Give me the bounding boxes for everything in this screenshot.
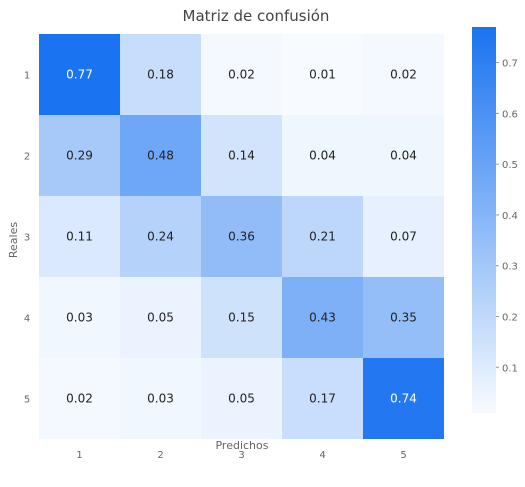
x-tick-label: 2 [157, 450, 163, 461]
x-tick-label: 1 [76, 450, 82, 461]
y-tick-label: 2 [24, 152, 30, 163]
cell-value-label: 0.01 [309, 68, 336, 82]
heatmap-cell-r5-c4 [282, 358, 363, 439]
colorbar-tick-labels: 0.1 0.2 0.3 0.4 0.5 0.6 0.7 [496, 59, 518, 374]
cell-value-label: 0.74 [390, 392, 417, 406]
cell-value-label: 0.02 [390, 68, 417, 82]
cell-value-label: 0.02 [66, 392, 93, 406]
chart-title: Matriz de confusión [183, 7, 330, 25]
cell-value-label: 0.04 [309, 149, 336, 163]
cell-value-label: 0.03 [147, 392, 174, 406]
cell-value-label: 0.07 [390, 230, 417, 244]
cell-value-label: 0.29 [66, 149, 93, 163]
cell-value-label: 0.43 [309, 311, 336, 325]
heatmap-cell-r3-c5 [363, 196, 444, 277]
cell-value-label: 0.02 [228, 68, 255, 82]
colorbar-tick-label: 0.6 [502, 109, 518, 120]
colorbar-tick-label: 0.2 [502, 313, 518, 324]
x-tick-label: 4 [319, 450, 325, 461]
heatmap-cell-r2-c1 [39, 115, 120, 196]
x-axis-label: Predichos [215, 439, 268, 452]
cell-value-label: 0.04 [390, 149, 417, 163]
colorbar-tick-label: 0.7 [502, 59, 518, 70]
cell-value-label: 0.24 [147, 230, 174, 244]
heatmap-cell-r3-c4 [282, 196, 363, 277]
x-tick-label: 3 [238, 450, 244, 461]
cell-value-label: 0.35 [390, 311, 417, 325]
cell-value-label: 0.36 [228, 230, 255, 244]
heatmap-cell-r1-c4 [282, 34, 363, 115]
cell-value-label: 0.18 [147, 68, 174, 82]
colorbar-tick-label: 0.3 [502, 262, 518, 273]
heatmap-cell-r5-c1 [39, 358, 120, 439]
cell-value-label: 0.03 [66, 311, 93, 325]
cell-value-label: 0.21 [309, 230, 336, 244]
colorbar-tick-label: 0.1 [502, 363, 518, 374]
cell-value-label: 0.14 [228, 149, 255, 163]
y-tick-label: 4 [24, 314, 30, 325]
y-tick-labels: 1 2 3 4 5 [24, 71, 30, 406]
cell-value-label: 0.48 [147, 149, 174, 163]
heatmap-cell-r3-c2 [120, 196, 201, 277]
colorbar-tick-label: 0.5 [502, 160, 518, 171]
y-axis-label: Reales [7, 222, 20, 258]
heatmap-cell-r2-c4 [282, 115, 363, 196]
y-tick-label: 1 [24, 71, 30, 82]
heatmap-cell-r5-c2 [120, 358, 201, 439]
colorbar-tick-label: 0.4 [502, 211, 518, 222]
heatmap-cell-r4-c2 [120, 277, 201, 358]
cell-value-label: 0.05 [228, 392, 255, 406]
heatmap-cell-r4-c5 [363, 277, 444, 358]
heatmap-cell-r2-c5 [363, 115, 444, 196]
y-tick-label: 3 [24, 233, 30, 244]
cell-value-label: 0.15 [228, 311, 255, 325]
heatmap-cell-r1-c2 [120, 34, 201, 115]
heatmap-cell-r2-c3 [201, 115, 282, 196]
cell-value-label: 0.17 [309, 392, 336, 406]
cell-value-label: 0.05 [147, 311, 174, 325]
cell-value-label: 0.11 [66, 230, 93, 244]
heatmap-cells: 0.77 0.18 0.02 0.01 0.02 0.29 0.48 0.14 0.04 0.04… [39, 34, 444, 439]
heatmap-cell-r4-c1 [39, 277, 120, 358]
heatmap-cell-r5-c5 [363, 358, 444, 439]
x-tick-labels: 1 2 3 4 5 [76, 450, 406, 461]
heatmap-cell-r4-c3 [201, 277, 282, 358]
heatmap-cell-r3-c1 [39, 196, 120, 277]
heatmap-cell-r3-c3 [201, 196, 282, 277]
heatmap-cell-r1-c5 [363, 34, 444, 115]
cell-value-label: 0.77 [66, 68, 93, 82]
colorbar [472, 27, 496, 413]
y-tick-label: 5 [24, 395, 30, 406]
x-tick-label: 5 [400, 450, 406, 461]
heatmap-cell-r1-c1 [39, 34, 120, 115]
heatmap-cell-r2-c2 [120, 115, 201, 196]
heatmap-cell-r4-c4 [282, 277, 363, 358]
heatmap-cell-r5-c3 [201, 358, 282, 439]
heatmap-cell-r1-c3 [201, 34, 282, 115]
